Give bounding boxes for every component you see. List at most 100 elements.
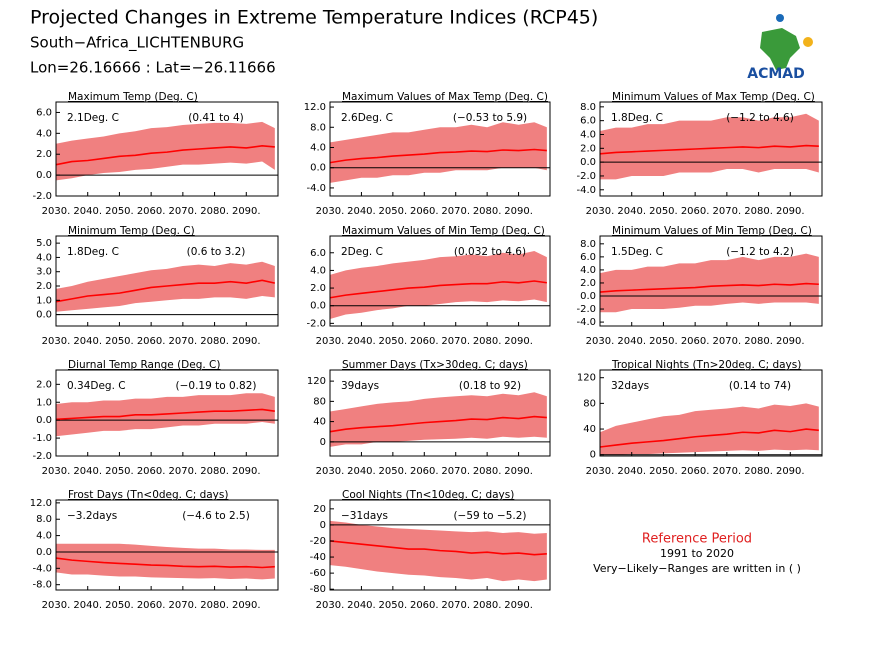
reference-title: Reference Period [642,532,752,547]
annotation: 1.8Deg. C [67,246,119,258]
panel: Minimum Values of Min Temp (Deg. C) -4.0 -… [576,225,823,347]
y-tick-label: 0.0 [310,163,326,174]
range-label: (0.41 to 4) [188,112,243,124]
annotation: −3.2days [67,510,117,522]
x-tick-label: 2070. [169,466,198,477]
y-tick-label: 20 [313,504,326,515]
annotation: 2Deg. C [341,246,383,258]
y-tick-label: 1.0 [36,397,52,408]
panel: Maximum Temp (Deg. C) -2.0 0.0 2.0 4.0 6.0 203… [32,91,279,217]
plot-frame [55,499,279,591]
x-tick-label: 2050. [105,466,134,477]
panel-title: Diurnal Temp Range (Deg. C) [68,359,220,371]
range-label: (−4.6 to 2.5) [182,510,250,522]
x-tick-label: 2070. [441,466,470,477]
y-tick-label: 2.0 [36,379,52,390]
location: Lon=26.16666 : Lat=−26.11666 [30,59,276,77]
x-tick-label: 2060. [410,600,439,611]
range-label: (−1.2 to 4.6) [726,112,794,124]
x-tick-label: 2040. [73,206,102,217]
x-tick-label: 2070. [169,600,198,611]
annotation: 2.1Deg. C [67,112,119,124]
y-tick-label: 3.0 [36,267,52,278]
annotation: 1.8Deg. C [611,112,663,124]
y-tick-label: 6.0 [36,107,52,118]
median-line [55,145,275,166]
panel-title: Minimum Values of Min Temp (Deg. C) [612,225,812,237]
annotation: 0.34Deg. C [67,380,126,392]
panel: Minimum Temp (Deg. C) 0.0 1.0 2.0 3.0 4.0 5.0 2… [36,225,279,347]
x-tick-label: 2080. [473,600,502,611]
y-tick-label: -4.0 [576,185,596,196]
x-tick-label: 2050. [649,466,678,477]
x-tick-label: 2080. [200,600,229,611]
median-line [599,144,819,155]
range-band [56,543,275,580]
logo-map [760,28,800,70]
range-label: (0.6 to 3.2) [187,246,246,258]
logo-text: ACMAD [747,66,805,82]
median-line [55,557,275,569]
x-tick-label: 2040. [347,336,376,347]
panel: Tropical Nights (Tn>20deg. C; days) 0 40 80… [577,359,823,477]
y-tick-label: -2.0 [576,171,596,182]
range-label: (−0.53 to 5.9) [453,112,527,124]
x-tick-label: 2080. [744,206,773,217]
y-tick-label: 12.0 [30,498,52,509]
y-tick-label: 80 [313,396,326,407]
x-tick-label: 2040. [617,336,646,347]
x-tick-label: 2090. [232,206,261,217]
panel-title: Summer Days (Tx>30deg. C; days) [342,359,528,371]
x-tick-label: 2060. [410,206,439,217]
y-tick-label: 4.0 [310,265,326,276]
y-tick-label: 4.0 [36,531,52,542]
y-tick-label: 8.0 [580,239,596,250]
panel: Maximum Values of Max Temp (Deg. C) -4.0 0… [304,91,551,217]
median-line [329,280,547,299]
y-tick-label: -40 [310,552,326,563]
reference-years: 1991 to 2020 [660,547,734,560]
range-label: (0.18 to 92) [459,380,521,392]
logo-drop [776,14,784,22]
plot-frame [599,101,823,197]
x-tick-label: 2090. [504,466,533,477]
panel: Maximum Values of Min Temp (Deg. C) -2.0 0… [306,225,551,347]
y-tick-label: 0.0 [310,301,326,312]
x-tick-label: 2050. [379,600,408,611]
x-tick-label: 2070. [441,206,470,217]
y-tick-label: 0 [320,520,326,531]
x-tick-label: 2090. [504,206,533,217]
plot-frame [55,101,279,197]
x-tick-label: 2090. [504,336,533,347]
y-tick-label: 0 [320,437,326,448]
x-tick-label: 2050. [105,206,134,217]
plot-frame [55,369,279,457]
page-title: Projected Changes in Extreme Temperature… [30,7,598,29]
annotation: 1.5Deg. C [611,246,663,258]
y-tick-label: 0.0 [36,547,52,558]
x-tick-label: 2080. [473,466,502,477]
y-tick-label: 6.0 [580,252,596,263]
median-line [599,282,819,293]
logo-sun [803,37,813,47]
range-band [56,121,275,181]
y-tick-label: 40 [583,424,596,435]
x-tick-label: 2040. [347,466,376,477]
x-tick-label: 2050. [379,466,408,477]
y-tick-label: -2.0 [576,304,596,315]
y-tick-label: -4.0 [576,317,596,328]
y-tick-label: 120 [307,376,326,387]
logo: ACMAD [747,14,813,82]
x-tick-label: 2080. [473,206,502,217]
x-tick-label: 2060. [137,600,166,611]
x-tick-label: 2070. [441,600,470,611]
x-tick-label: 2090. [232,336,261,347]
y-tick-label: 12.0 [304,102,326,113]
x-tick-label: 2050. [105,336,134,347]
y-tick-label: 6.0 [580,116,596,127]
x-tick-label: 2090. [776,466,805,477]
x-tick-label: 2060. [137,466,166,477]
plot-frame [329,499,551,591]
annotation: 2.6Deg. C [341,112,393,124]
panel: Cool Nights (Tn<10deg. C; days) -80 -60 -40… [310,489,551,611]
